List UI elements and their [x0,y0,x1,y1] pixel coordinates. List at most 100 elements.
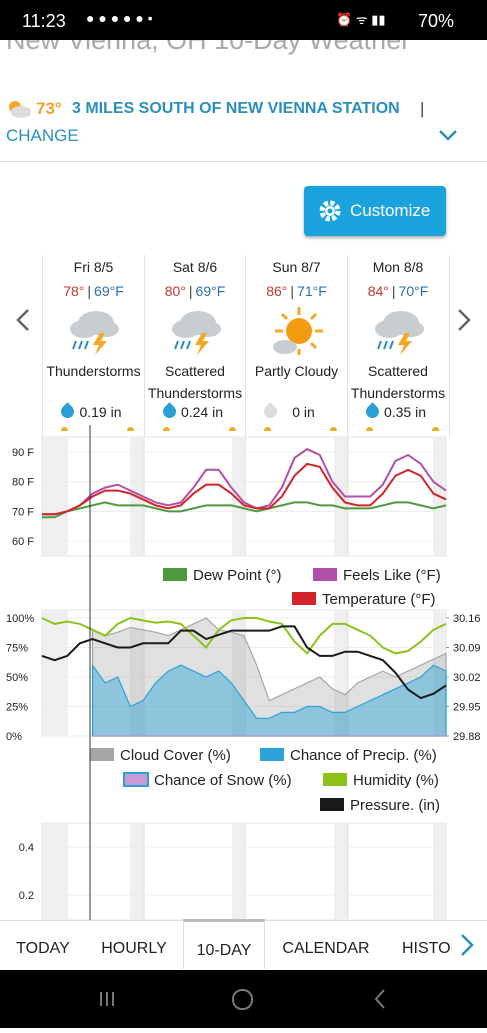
current-temp: 73° [36,99,62,118]
precip: 0.19 in [43,402,144,421]
station[interactable]: 3 MILES SOUTH OF NEW VIENNA STATION [72,100,400,117]
day-card: Sun 8/7 86° | 71°F Partly Cloudy 0 in [245,255,347,437]
condition: Partly Cloudy [254,363,339,379]
y-tick-label: 80 F [12,477,34,489]
customize-button[interactable]: Customize [304,186,446,236]
temp-low: 70°F [398,283,429,299]
hi-lo-separator: | [188,283,193,299]
tab[interactable]: HOURLY [101,940,167,957]
line [42,462,447,516]
night-band [42,437,68,556]
condition: Scattered Thunderstorms [350,363,446,401]
legend-label: Temperature (°F) [322,591,436,608]
day-card: Sat 8/6 80° | 69°F Scattered Thunderstorms 0.… [143,255,246,437]
legend-swatch [90,748,114,761]
current-icon [9,101,31,118]
hi-lo: 84° | 70°F [348,283,449,299]
hi-lo: 78° | 69°F [43,283,144,299]
tab[interactable]: TODAY [16,940,70,957]
y-tick-label: 50% [6,672,28,684]
legend-swatch [320,798,344,811]
tabs-more[interactable] [457,932,477,958]
y2-tick-label: 30.09 [453,643,481,655]
legend-swatch [163,568,187,581]
sun-dot [162,427,170,431]
legend-label: Cloud Cover (%) [120,747,231,764]
legend-label: Chance of Precip. (%) [290,747,437,764]
legend-label: Chance of Snow (%) [154,772,292,789]
expand-chevron[interactable] [438,128,458,142]
y2-tick-label: 30.02 [453,672,481,684]
legend-swatch [123,772,149,787]
legend-label: Feels Like (°F) [343,567,441,584]
sun-dot [365,427,373,431]
temp-low: 71°F [297,283,327,299]
night-band [42,823,68,920]
day-date: Sat 8/6 [172,259,218,275]
condition: Thunderstorms [46,363,141,379]
prev-arrow[interactable] [14,308,32,332]
hi-lo: 80° | 69°F [145,283,246,299]
notification-icons: ● ● ● ● ● • [86,10,153,26]
line [42,501,447,519]
tab[interactable]: CALENDAR [282,940,370,957]
y-tick-label: 60 F [12,536,34,548]
battery: 70% [418,11,455,31]
legend-label: Dew Point (°) [193,567,282,584]
temp-low: 69°F [195,283,226,299]
system-icons: ⏰ ᯤ ▮▮ [336,12,386,27]
y2-tick-label: 29.88 [453,731,481,743]
night-band [232,610,246,736]
condition-icon [166,305,226,357]
condition-icon [369,305,429,357]
line [42,447,447,516]
sun-dot [264,427,271,431]
day-card: Fri 8/5 78° | 69°F Thunderstorms 0.19 in [42,255,144,437]
night-band [334,437,349,556]
hi-lo-separator: | [391,283,396,299]
sun-dot [330,427,337,431]
night-band [334,610,349,736]
change-link[interactable]: CHANGE [6,126,79,145]
charts: 60 F 70 F 80 F 90 F Dew Point (°) Feels Like … [6,425,481,920]
storm-icon [70,311,119,355]
temp-low: 69°F [94,283,124,299]
next-arrow[interactable] [455,308,473,332]
storm-icon [374,311,424,355]
gear-icon [319,200,341,222]
separator: | [420,99,425,118]
legend-swatch [323,773,347,786]
y2-tick-label: 29.95 [453,702,481,714]
y-tick-label: 70 F [12,506,34,518]
legend-label: Pressure. (in) [350,797,440,814]
y-tick-label: 90 F [12,447,34,459]
status-bar: 11:23 ● ● ● ● ● • ⏰ ᯤ ▮▮ 70% [0,0,487,40]
y-tick-label: 75% [6,643,28,655]
temp-high: 84° [367,283,389,299]
day-date: Mon 8/8 [372,259,424,275]
tab[interactable]: HISTORY [402,940,452,957]
hi-lo: 86° | 71°F [246,283,347,299]
precip: 0.35 in [348,402,449,421]
sun-dot [431,427,439,431]
night-band [232,823,246,920]
sun-dot [228,427,236,431]
night-band [433,823,446,920]
condition-icon [267,305,327,357]
sun-dot [127,427,134,431]
sun-dot [61,427,68,431]
customize-label: Customize [350,201,431,220]
tab[interactable]: 10-DAY [183,919,265,969]
y-tick-label: 0.2 [19,890,34,902]
sun-icon [273,307,323,355]
precip: 0 in [246,402,347,421]
divider [0,161,487,162]
line [41,625,447,700]
legend-swatch [260,748,284,761]
title-fade [57,58,487,94]
temp-high: 80° [164,283,186,299]
nav-buttons[interactable] [0,970,487,1028]
night-band [433,610,446,736]
condition: Scattered Thunderstorms [147,363,243,401]
